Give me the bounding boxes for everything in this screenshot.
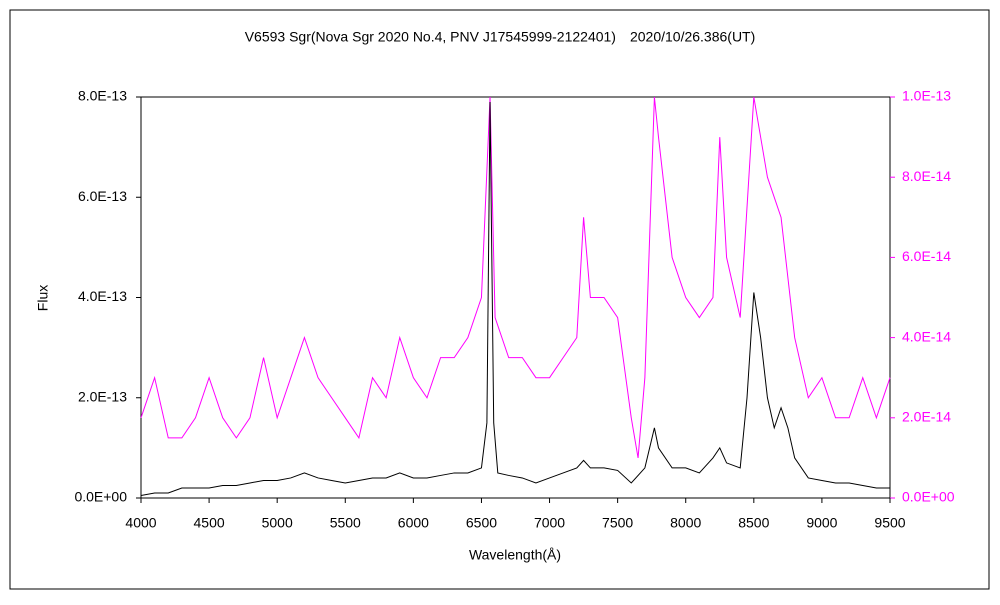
frame [9,9,990,590]
y2-tick-label: 1.0E-13 [902,88,951,104]
y-tick-label: 0.0E+00 [74,489,127,505]
x-tick-label: 9500 [874,515,905,531]
y-axis-label: Flux [35,285,51,311]
x-tick-label: 7000 [534,515,565,531]
y-tick-label: 6.0E-13 [78,188,127,204]
x-tick-label: 6500 [466,515,497,531]
x-tick-label: 8500 [738,515,769,531]
spectrum-line [140,102,890,496]
x-tick-label: 4500 [194,515,225,531]
y-tick-label: 8.0E-13 [78,88,127,104]
x-tick-label: 5500 [330,515,361,531]
x-tick-label: 5000 [262,515,293,531]
y-tick-label: 2.0E-13 [78,388,127,404]
chart-title: V6593 Sgr(Nova Sgr 2020 No.4, PNV J17545… [245,29,756,45]
spectrum-line [140,96,891,458]
y2-tick-label: 2.0E-14 [902,409,951,425]
y2-tick-label: 8.0E-14 [902,168,951,184]
y-tick-label: 4.0E-13 [78,288,127,304]
x-tick-label: 4000 [125,515,156,531]
x-tick-label: 9000 [806,515,837,531]
x-tick-label: 7500 [602,515,633,531]
y2-tick-label: 0.0E+00 [902,489,955,505]
x-tick-label: 8000 [670,515,701,531]
x-axis-label: Wavelength(Å) [469,547,561,563]
x-tick-label: 6000 [398,515,429,531]
y2-tick-label: 6.0E-14 [902,248,951,264]
y2-tick-label: 4.0E-14 [902,328,951,344]
